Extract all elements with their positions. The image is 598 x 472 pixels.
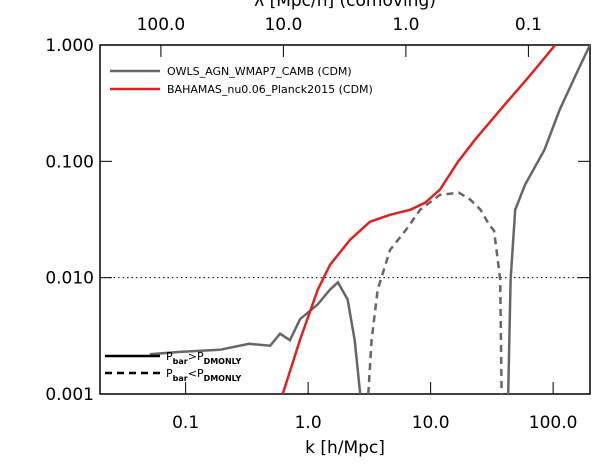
y-tick-label: 0.001	[45, 385, 94, 405]
legend-label: BAHAMAS_nu0.06_Planck2015 (CDM)	[167, 83, 373, 96]
x-tick-label: 100.0	[529, 413, 578, 433]
style-label-part: <	[188, 367, 197, 380]
style-label-part: bar	[173, 357, 188, 366]
style-label: Pbar<PDMONLY	[166, 367, 242, 383]
x-tick-label: 1.0	[295, 413, 322, 433]
style-label-part: P	[166, 350, 173, 363]
style-label-part: DMONLY	[204, 357, 242, 366]
legend-label: OWLS_AGN_WMAP7_CAMB (CDM)	[167, 65, 352, 78]
y-tick-label: 1.000	[45, 36, 94, 56]
style-label-part: P	[166, 367, 173, 380]
style-label-part: P	[197, 367, 204, 380]
x-tick-label: 0.1	[172, 413, 199, 433]
x2-tick-label: 0.1	[515, 15, 542, 35]
x2-axis-label: λ [Mpc/h] (comoving)	[254, 0, 436, 11]
data-line	[281, 45, 557, 394]
data-line	[506, 45, 590, 394]
plot-frame	[99, 44, 591, 395]
x2-tick-label: 1.0	[392, 15, 419, 35]
x-tick-label: 10.0	[412, 413, 450, 433]
x-axis-label: k [h/Mpc]	[305, 438, 385, 458]
y-tick-label: 0.010	[45, 269, 94, 289]
data-line	[367, 191, 503, 394]
y-tick-label: 0.100	[45, 152, 94, 172]
style-label-part: P	[197, 350, 204, 363]
data-line	[149, 280, 362, 394]
x2-tick-label: 100.0	[137, 15, 186, 35]
style-label-part: >	[188, 350, 197, 363]
style-label-part: DMONLY	[204, 374, 242, 383]
x2-tick-label: 10.0	[264, 15, 302, 35]
style-label: Pbar>PDMONLY	[166, 350, 242, 366]
style-label-part: bar	[173, 374, 188, 383]
